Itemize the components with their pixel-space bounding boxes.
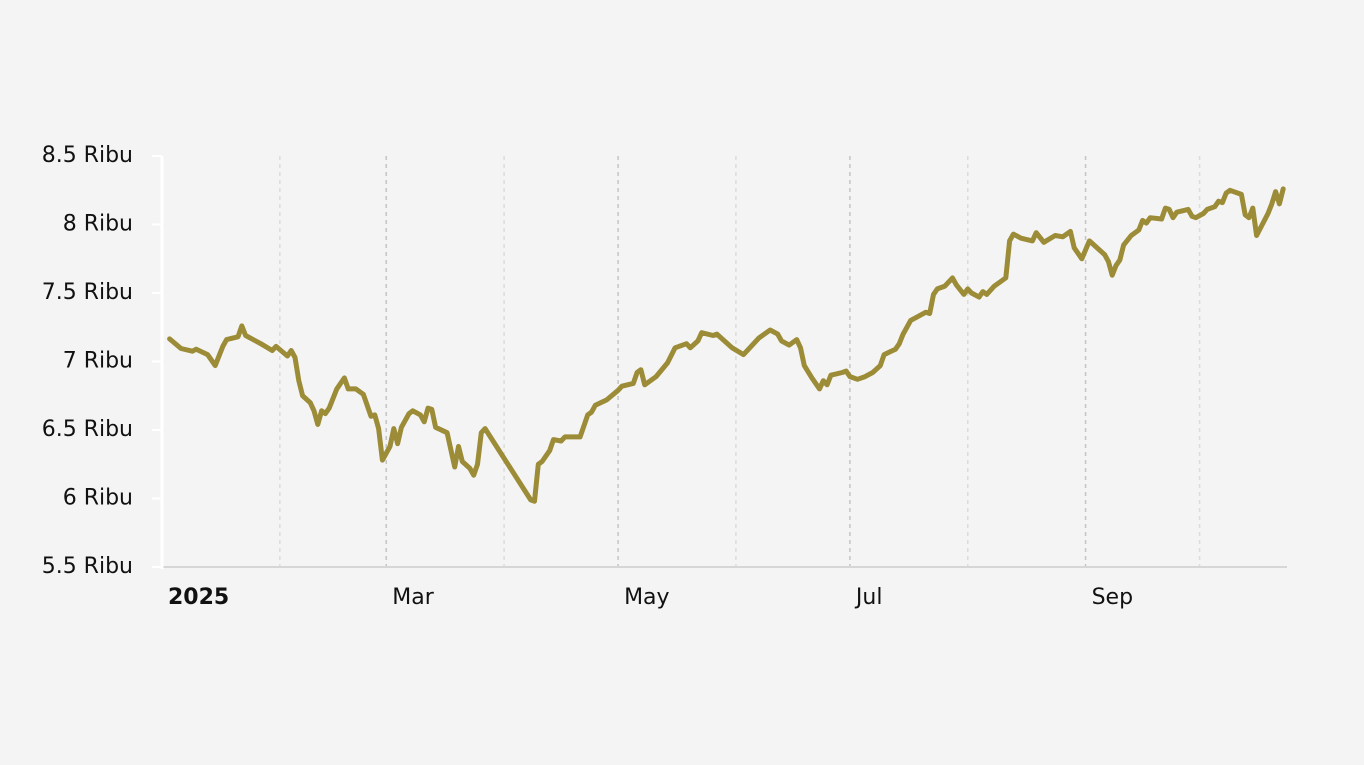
y-tick-label: 5.5 Ribu [42, 554, 133, 579]
x-tick-label: Jul [854, 585, 883, 610]
y-tick-label: 8 Ribu [63, 212, 133, 237]
x-tick-label: Sep [1092, 585, 1133, 610]
x-tick-label: 2025 [168, 585, 229, 610]
y-tick-label: 6 Ribu [63, 486, 133, 511]
x-tick-label: May [624, 585, 669, 610]
x-tick-label: Mar [392, 585, 434, 610]
y-tick-label: 6.5 Ribu [42, 417, 133, 442]
y-tick-label: 7.5 Ribu [42, 280, 133, 305]
price-line [167, 186, 1286, 504]
y-tick-label: 8.5 Ribu [42, 143, 133, 168]
y-tick-label: 7 Ribu [63, 349, 133, 374]
